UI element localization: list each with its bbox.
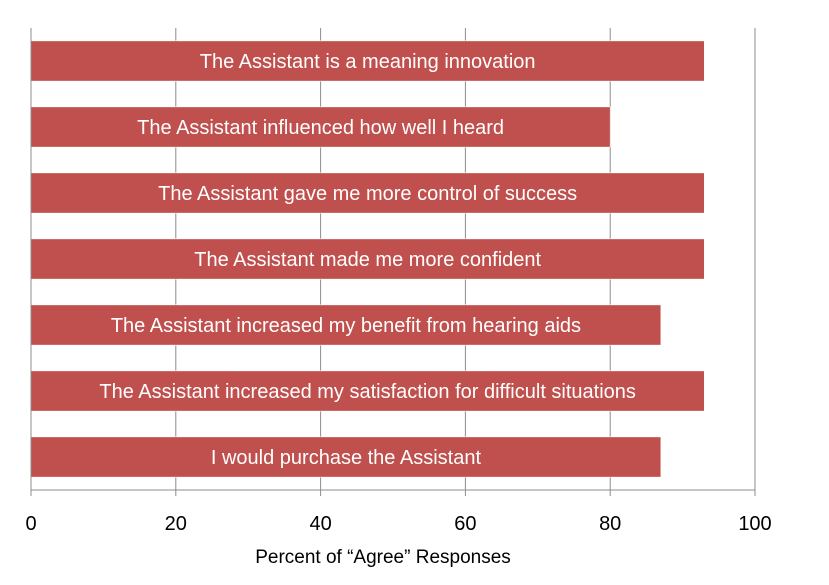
bar-label-3: The Assistant made me more confident [194,249,541,271]
bar-6 [30,436,662,478]
bar-label-0: The Assistant is a meaning innovation [200,51,536,73]
x-tick-label-1: 20 [165,513,187,535]
bar-label-1: The Assistant influenced how well I hear… [137,117,504,139]
bar-label-4: The Assistant increased my benefit from … [111,315,581,337]
x-axis: 0 20 40 60 80 100 [25,28,772,535]
x-tick-label-0: 0 [25,513,36,535]
bar-4 [30,304,662,346]
x-tick-label-2: 40 [309,513,331,535]
bar-2 [30,172,705,214]
bar-0 [30,40,705,82]
bar-label-5: The Assistant increased my satisfaction … [99,381,636,403]
bar-3 [30,238,705,280]
bars: The Assistant is a meaning innovation The… [30,40,705,478]
bar-label-6: I would purchase the Assistant [211,447,482,469]
x-axis-title: Percent of “Agree” Responses [255,547,511,568]
bar-5 [30,370,705,412]
bar-label-2: The Assistant gave me more control of su… [158,183,577,205]
x-tick-label-4: 80 [599,513,621,535]
x-tick-label-3: 60 [454,513,476,535]
x-tick-label-5: 100 [738,513,771,535]
